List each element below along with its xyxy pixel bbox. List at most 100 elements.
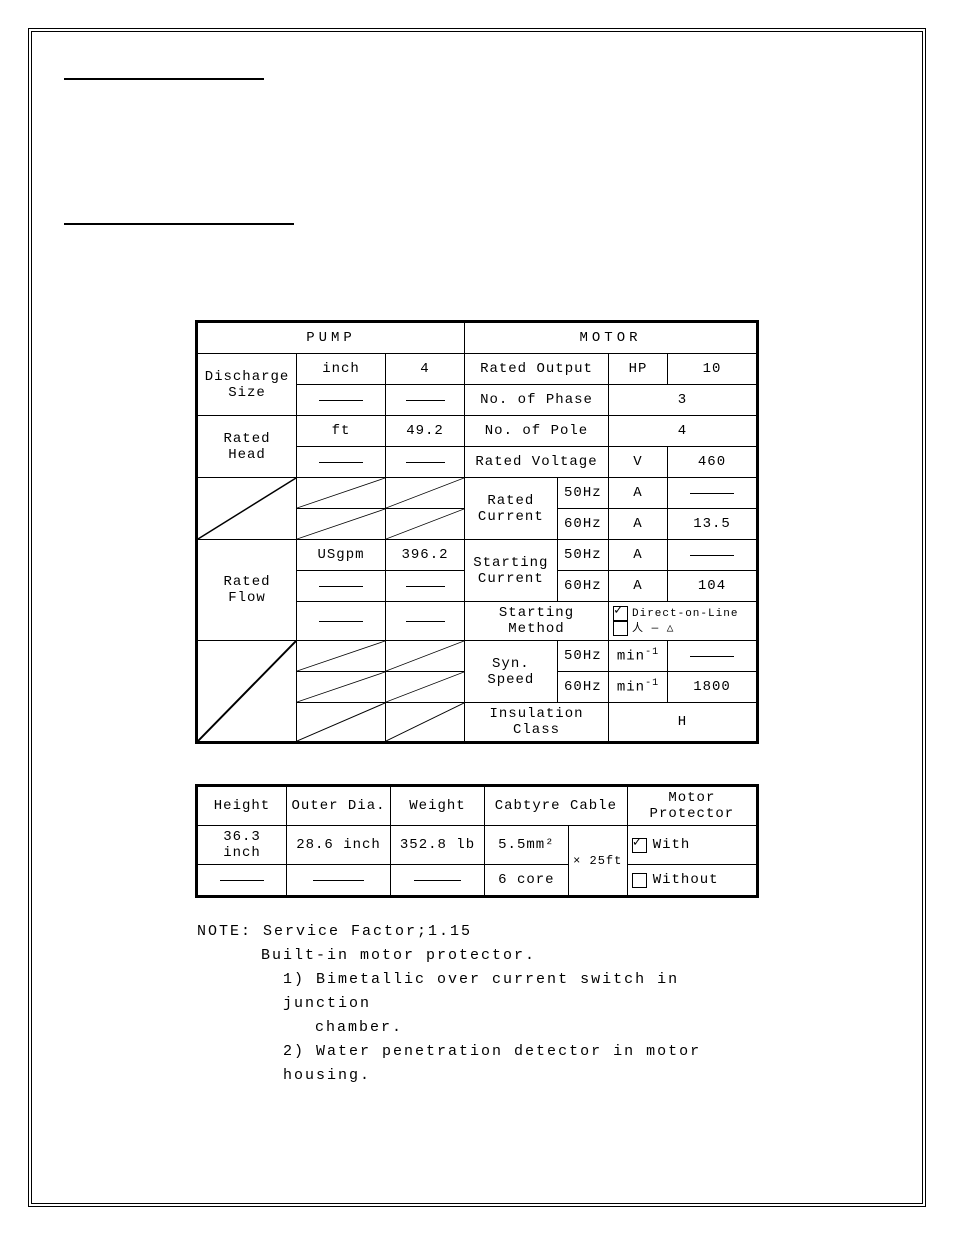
weight-val-2 bbox=[391, 865, 485, 896]
starting-current-60hz-val: 104 bbox=[668, 571, 757, 602]
syn-speed-label: Syn.Speed bbox=[465, 641, 558, 703]
starting-current-50hz: 50Hz bbox=[557, 540, 608, 571]
starting-method-dol-label: Direct-on-Line bbox=[632, 608, 738, 620]
rated-current-60hz-val: 13.5 bbox=[668, 509, 757, 540]
rated-current-50hz: 50Hz bbox=[557, 478, 608, 509]
header-underline-1 bbox=[46, 60, 908, 85]
starting-current-60hz: 60Hz bbox=[557, 571, 608, 602]
starting-current-50hz-unit: A bbox=[609, 540, 668, 571]
cable-top: 5.5mm² bbox=[485, 826, 569, 865]
insulation-class-val: H bbox=[609, 703, 757, 742]
rated-voltage-unit: V bbox=[609, 447, 668, 478]
notes-item2-no: 2) bbox=[283, 1043, 305, 1060]
syn-speed-60hz-unit: min-1 bbox=[609, 672, 668, 703]
rated-flow-unit-2 bbox=[297, 571, 386, 602]
starting-method-sd-label: 人 — △ bbox=[632, 623, 674, 635]
motor-protector-without: Without bbox=[627, 865, 756, 896]
motor-protector-without-checkbox[interactable] bbox=[632, 873, 647, 888]
motor-protector-without-label: Without bbox=[653, 872, 719, 888]
outer-dia-val: 28.6 inch bbox=[287, 826, 391, 865]
rated-head-unit-2 bbox=[297, 447, 386, 478]
rated-current-50hz-val bbox=[668, 478, 757, 509]
rated-voltage-val: 460 bbox=[668, 447, 757, 478]
syn-speed-50hz: 50Hz bbox=[557, 641, 608, 672]
col-height: Height bbox=[198, 787, 287, 826]
no-pole-label: No. of Pole bbox=[465, 416, 609, 447]
pump-diag-2f bbox=[386, 703, 465, 742]
rated-flow-val-2 bbox=[386, 571, 465, 602]
starting-current-60hz-unit: A bbox=[609, 571, 668, 602]
syn-speed-50hz-val bbox=[668, 641, 757, 672]
syn-speed-60hz: 60Hz bbox=[557, 672, 608, 703]
pump-diag-2a bbox=[297, 641, 386, 672]
pump-diag-2d bbox=[386, 672, 465, 703]
col-outer-dia: Outer Dia. bbox=[287, 787, 391, 826]
syn-speed-50hz-unit: min-1 bbox=[609, 641, 668, 672]
starting-method-dol-checkbox[interactable] bbox=[613, 606, 628, 621]
page-frame: PUMP MOTOR DischargeSize inch 4 Rated Ou… bbox=[28, 28, 926, 1207]
col-motor-protector: Motor Protector bbox=[627, 787, 756, 826]
motor-header: MOTOR bbox=[465, 323, 757, 354]
cable-length: × 25ft bbox=[568, 826, 627, 896]
pump-header: PUMP bbox=[198, 323, 465, 354]
notes-item1a: Bimetallic over current switch in juncti… bbox=[283, 971, 679, 1012]
rated-voltage-label: Rated Voltage bbox=[465, 447, 609, 478]
rated-flow-val-3 bbox=[386, 602, 465, 641]
rated-head-unit-1: ft bbox=[297, 416, 386, 447]
starting-method-sd-checkbox[interactable] bbox=[613, 621, 628, 636]
height-val-2 bbox=[198, 865, 287, 896]
rated-output-val: 10 bbox=[668, 354, 757, 385]
discharge-size-label: DischargeSize bbox=[198, 354, 297, 416]
rated-current-60hz-unit: A bbox=[609, 509, 668, 540]
notes-line1: Service Factor;1.15 bbox=[263, 923, 472, 940]
rated-head-val-1: 49.2 bbox=[386, 416, 465, 447]
rated-current-label: RatedCurrent bbox=[465, 478, 558, 540]
insulation-class-label: Insulation Class bbox=[465, 703, 609, 742]
pump-diag-2b bbox=[386, 641, 465, 672]
col-cabtyre-cable: Cabtyre Cable bbox=[485, 787, 628, 826]
header-underline-2 bbox=[46, 205, 908, 230]
notes-item1-no: 1) bbox=[283, 971, 305, 988]
motor-protector-with-checkbox[interactable] bbox=[632, 838, 647, 853]
pump-diag-1 bbox=[198, 478, 297, 540]
discharge-size-val-2 bbox=[386, 385, 465, 416]
starting-current-label: StartingCurrent bbox=[465, 540, 558, 602]
rated-flow-unit-1: USgpm bbox=[297, 540, 386, 571]
pump-diag-2 bbox=[198, 641, 297, 742]
outer-dia-val-2 bbox=[287, 865, 391, 896]
rated-current-60hz: 60Hz bbox=[557, 509, 608, 540]
discharge-size-unit-1: inch bbox=[297, 354, 386, 385]
notes-head: NOTE: bbox=[197, 923, 252, 940]
rated-output-label: Rated Output bbox=[465, 354, 609, 385]
cable-bottom: 6 core bbox=[485, 865, 569, 896]
starting-method-options: Direct-on-Line 人 — △ bbox=[609, 602, 757, 641]
pump-diag-2c bbox=[297, 672, 386, 703]
starting-method-label: Starting Method bbox=[465, 602, 609, 641]
notes-block: NOTE: Service Factor;1.15 Built-in motor… bbox=[197, 920, 757, 1088]
discharge-size-unit-2 bbox=[297, 385, 386, 416]
motor-protector-with: With bbox=[627, 826, 756, 865]
pump-diag-2e bbox=[297, 703, 386, 742]
rated-flow-val-1: 396.2 bbox=[386, 540, 465, 571]
no-phase-label: No. of Phase bbox=[465, 385, 609, 416]
pump-diag-1a bbox=[297, 478, 386, 509]
height-val: 36.3 inch bbox=[198, 826, 287, 865]
motor-protector-with-label: With bbox=[653, 837, 691, 853]
syn-speed-60hz-val: 1800 bbox=[668, 672, 757, 703]
no-phase-val: 3 bbox=[609, 385, 757, 416]
notes-line2: Built-in motor protector. bbox=[197, 944, 757, 968]
pump-diag-1c bbox=[297, 509, 386, 540]
discharge-size-val-1: 4 bbox=[386, 354, 465, 385]
starting-current-50hz-val bbox=[668, 540, 757, 571]
dimensions-table: Height Outer Dia. Weight Cabtyre Cable M… bbox=[195, 784, 759, 898]
no-pole-val: 4 bbox=[609, 416, 757, 447]
pump-diag-1b bbox=[386, 478, 465, 509]
rated-head-val-2 bbox=[386, 447, 465, 478]
rated-current-50hz-unit: A bbox=[609, 478, 668, 509]
notes-item1b: chamber. bbox=[197, 1016, 757, 1040]
pump-diag-1d bbox=[386, 509, 465, 540]
page: PUMP MOTOR DischargeSize inch 4 Rated Ou… bbox=[0, 0, 954, 1235]
rated-output-unit: HP bbox=[609, 354, 668, 385]
weight-val: 352.8 lb bbox=[391, 826, 485, 865]
col-weight: Weight bbox=[391, 787, 485, 826]
